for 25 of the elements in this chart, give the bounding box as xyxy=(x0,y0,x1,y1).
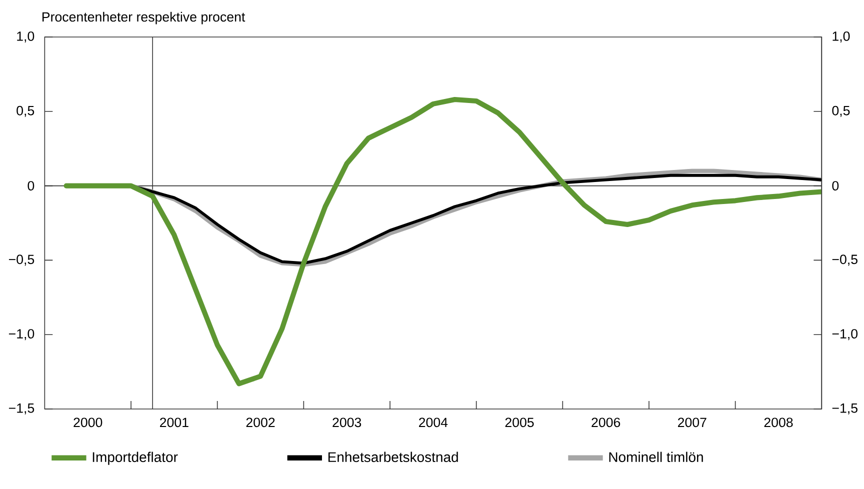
legend-label: Nominell timlön xyxy=(609,452,703,462)
y-tick-label: 0,5 xyxy=(832,106,850,117)
x-tick-label: 2005 xyxy=(505,418,534,428)
x-tick-label: 2004 xyxy=(419,418,448,428)
x-tick-label: 2000 xyxy=(74,418,102,428)
y-tick-label: −0,5 xyxy=(832,254,858,266)
legend-label: Enhetsarbetskostnad xyxy=(328,452,458,462)
y2-tick-label: −1,5 xyxy=(8,404,34,414)
y2-tick-label: −1,0 xyxy=(8,329,34,340)
y2-tick-label: −0,5 xyxy=(8,254,34,266)
chart-title: Procentenheter respektive procent xyxy=(42,12,246,24)
x-tick-label: 2003 xyxy=(332,418,362,428)
x-tick-label: 2001 xyxy=(160,418,188,428)
y-tick-label: 0 xyxy=(832,181,839,191)
y-tick-label: 1,0 xyxy=(832,31,850,43)
legend-label: Importdeflator xyxy=(92,452,178,465)
y2-tick-label: 0 xyxy=(28,181,34,191)
y2-tick-label: 0,5 xyxy=(16,106,34,117)
x-tick-label: 2002 xyxy=(246,418,275,428)
x-tick-label: 2008 xyxy=(764,418,793,428)
x-tick-label: 2007 xyxy=(678,418,706,428)
y2-tick-label: 1,0 xyxy=(17,31,34,43)
y-tick-label: −1,5 xyxy=(832,404,858,414)
x-tick-label: 2006 xyxy=(592,418,620,428)
y-tick-label: −1,0 xyxy=(832,329,858,340)
